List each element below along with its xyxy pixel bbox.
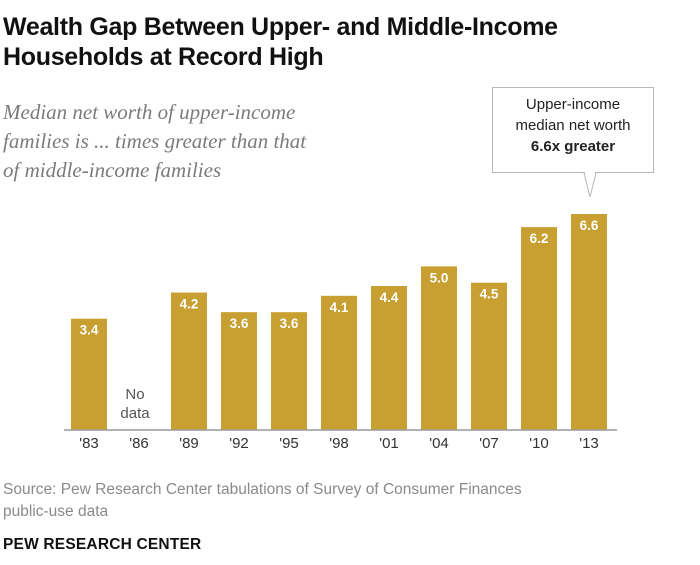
x-tick-label-0: '83 — [79, 435, 99, 452]
chart-subtitle-line-1: Median net worth of upper-income — [3, 100, 296, 124]
bar-2 — [171, 292, 207, 430]
bar-value-label-10: 6.6 — [580, 218, 599, 233]
bar-value-label-5: 4.1 — [330, 300, 349, 315]
brand-footer: PEW RESEARCH CENTER — [3, 536, 202, 553]
callout-annotation: Upper-income median net worth 6.6x great… — [492, 87, 654, 173]
source-note: Source: Pew Research Center tabulations … — [3, 479, 643, 523]
chart-subtitle-line-3: of middle-income families — [3, 158, 222, 182]
chart-subtitle-line-2: families is ... times greater than that — [3, 129, 307, 153]
bar-6 — [371, 286, 407, 430]
bar-value-label-2: 4.2 — [180, 297, 199, 312]
bar-value-label-6: 4.4 — [380, 290, 399, 305]
x-tick-label-6: '01 — [379, 435, 399, 452]
callout-pointer — [583, 172, 597, 198]
bars-layer: 3.4 4.2 3.6 3.6 4.1 4.4 5.0 4.5 6.2 6.6 — [71, 214, 607, 430]
x-tick-label-1: '86 — [129, 435, 149, 452]
bar-value-label-7: 5.0 — [430, 270, 449, 285]
bar-9 — [521, 227, 557, 430]
x-tick-label-5: '98 — [329, 435, 349, 452]
x-tick-label-2: '89 — [179, 435, 199, 452]
bar-10 — [571, 214, 607, 430]
no-data-line-1: No — [125, 386, 145, 403]
chart-title: Wealth Gap Between Upper- and Middle-Inc… — [3, 12, 683, 72]
x-tick-label-9: '10 — [529, 435, 549, 452]
bar-value-label-9: 6.2 — [530, 231, 549, 246]
chart-title-line-1: Wealth Gap Between Upper- and Middle-Inc… — [3, 13, 558, 41]
source-line-1: Source: Pew Research Center tabulations … — [3, 481, 522, 498]
callout-line-2: median net worth — [515, 117, 631, 134]
bar-3 — [221, 312, 257, 430]
bar-value-label-4: 3.6 — [280, 316, 299, 331]
x-tick-label-7: '04 — [429, 435, 449, 452]
no-data-label: No data — [110, 385, 160, 423]
bar-5 — [321, 295, 357, 430]
bar-value-label-0: 3.4 — [80, 323, 99, 338]
x-tick-label-3: '92 — [229, 435, 249, 452]
no-data-line-2: data — [120, 405, 150, 422]
source-line-2: public-use data — [3, 503, 109, 520]
bar-7 — [421, 266, 457, 430]
x-axis-ticks: '83 '86 '89 '92 '95 '98 '01 '04 '07 '10 '13 — [79, 435, 599, 452]
x-tick-label-4: '95 — [279, 435, 299, 452]
bar-0 — [71, 318, 107, 430]
bar-8 — [471, 282, 507, 430]
chart-title-line-2: Households at Record High — [3, 43, 324, 71]
callout-line-3: 6.6x greater — [530, 138, 616, 155]
bar-4 — [271, 312, 307, 430]
bar-value-label-8: 4.5 — [480, 287, 499, 302]
bar-value-label-3: 3.6 — [230, 316, 249, 331]
callout-line-1: Upper-income — [525, 96, 621, 113]
chart-subtitle: Median net worth of upper-income familie… — [3, 98, 383, 185]
x-tick-label-8: '07 — [479, 435, 499, 452]
callout-pointer-joint — [585, 171, 595, 174]
x-tick-label-10: '13 — [579, 435, 599, 452]
